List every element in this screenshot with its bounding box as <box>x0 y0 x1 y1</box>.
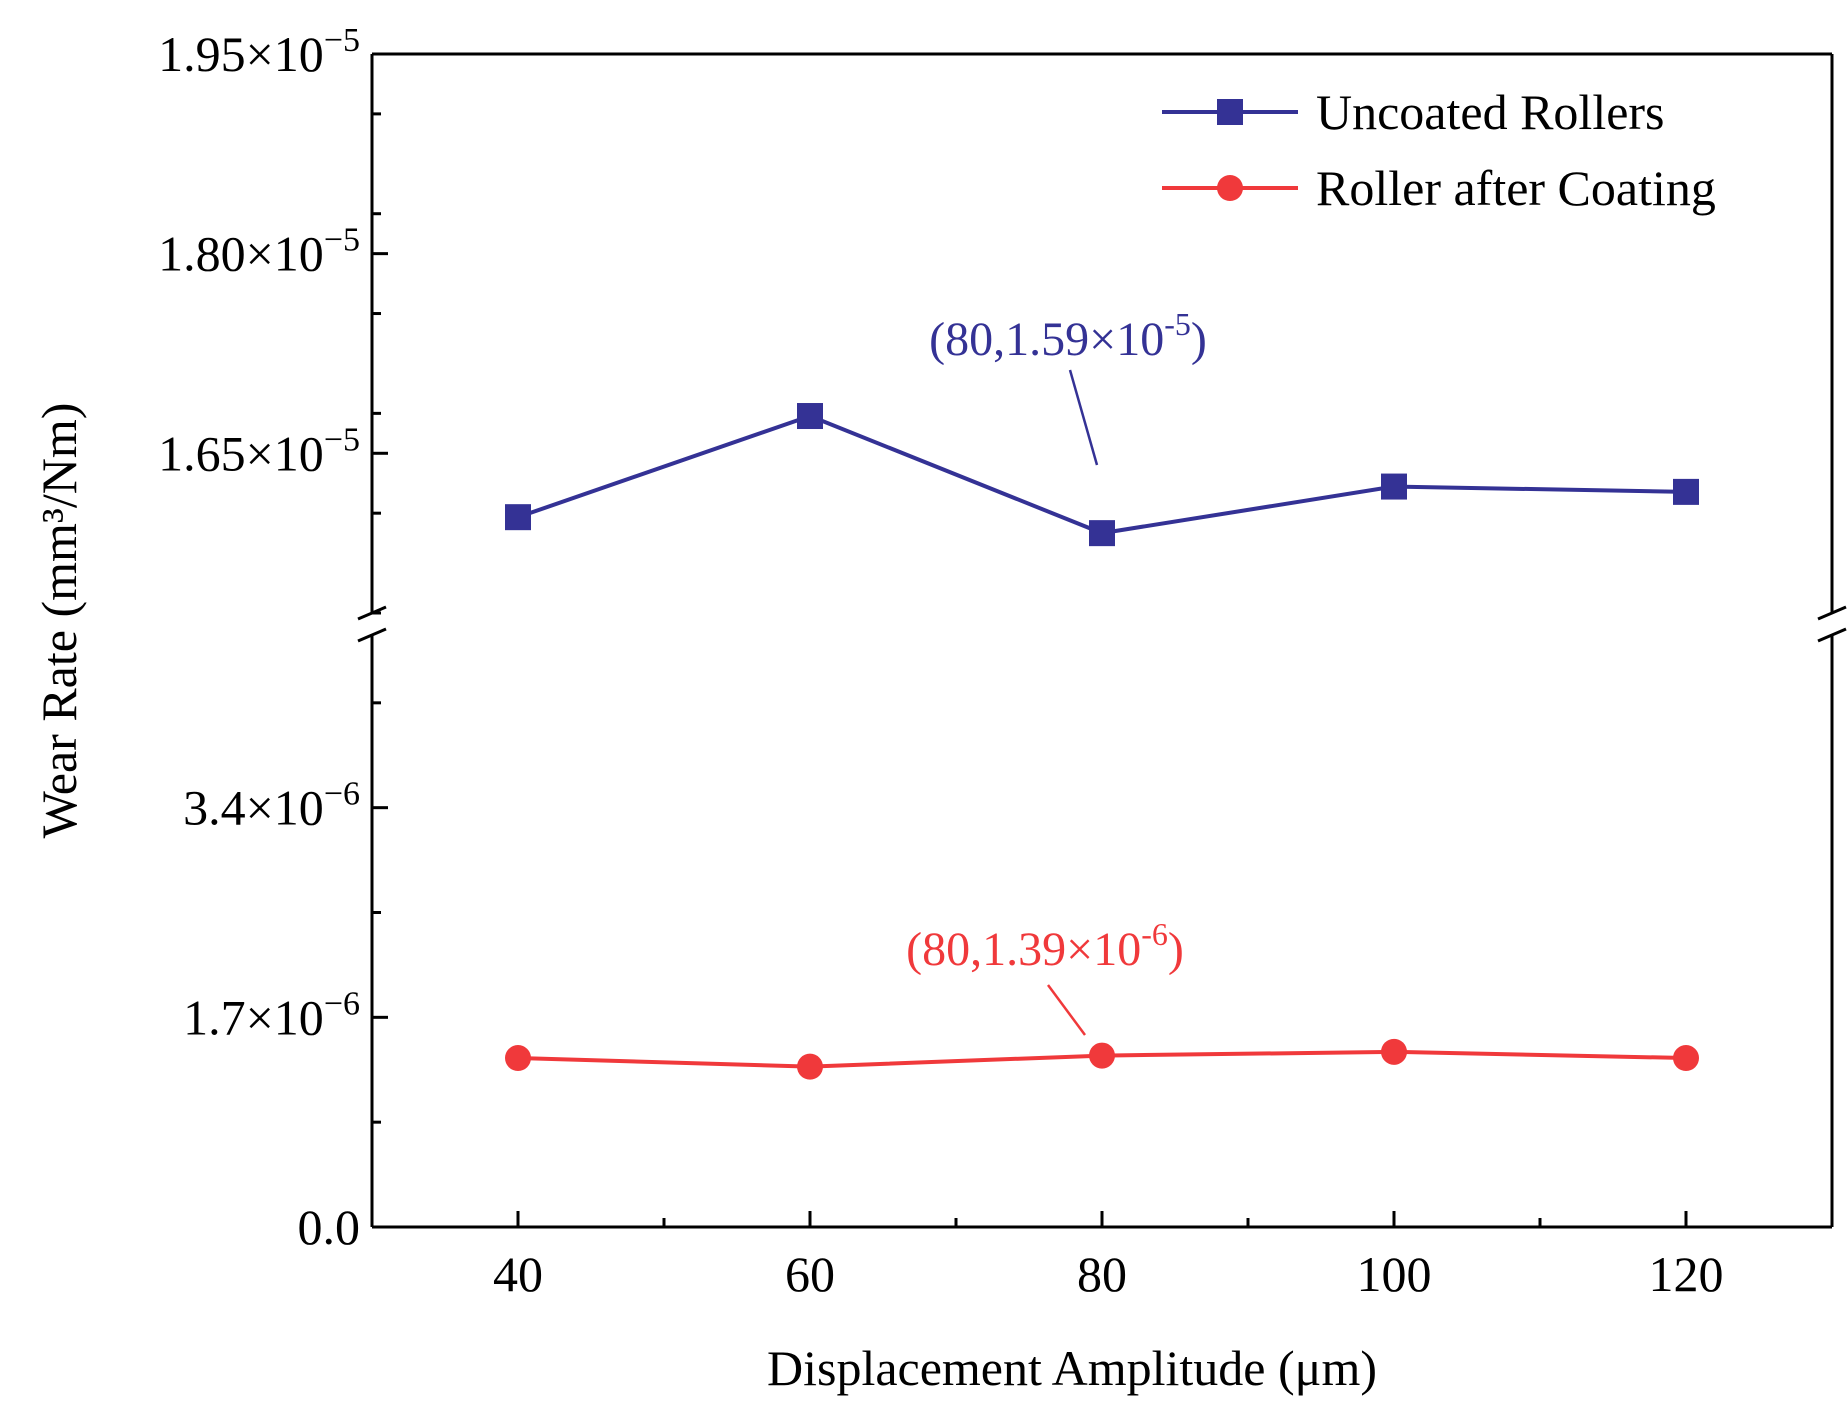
data-point-coated <box>1673 1045 1699 1072</box>
series-line-0 <box>517 413 1687 536</box>
x-tick-label: 60 <box>785 1246 835 1302</box>
axis-break-mark <box>357 627 387 643</box>
series-layer <box>505 403 1699 1080</box>
annotation-leader <box>1068 369 1099 466</box>
y-upper-tick-label: 1.95×10−5 <box>158 22 360 82</box>
data-point-coated <box>1089 1042 1115 1069</box>
y-axis-title: Wear Rate (mm³/Nm) <box>31 403 87 839</box>
y-upper-tick-label: 1.80×10−5 <box>158 222 360 282</box>
legend-marker-square <box>1217 99 1243 125</box>
data-point-uncoated <box>1381 473 1407 500</box>
x-axis-title: Displacement Amplitude (μm) <box>767 1340 1377 1396</box>
legend-marker-circle <box>1217 175 1243 201</box>
y-lower-tick-label: 3.4×10−6 <box>183 776 360 836</box>
annotations: (80,1.59×10-5) (80,1.39×10-6) <box>906 306 1207 1036</box>
legend-label: Roller after Coating <box>1316 160 1716 216</box>
data-point-coated <box>1381 1038 1407 1065</box>
data-point-uncoated <box>1673 478 1699 505</box>
data-point-coated <box>505 1045 531 1072</box>
annotation-label: (80,1.39×10-6) <box>906 916 1184 976</box>
axis-break-mark <box>1817 627 1847 643</box>
data-point-uncoated <box>1089 520 1115 547</box>
axis-break-mark <box>1817 605 1847 621</box>
annotation-label: (80,1.59×10-5) <box>929 306 1207 366</box>
x-tick-label: 40 <box>493 1246 543 1302</box>
legend: Uncoated Rollers Roller after Coating <box>1162 84 1716 216</box>
annotation-leader <box>1046 984 1087 1036</box>
data-point-uncoated <box>505 504 531 531</box>
data-point-coated <box>797 1053 823 1080</box>
legend-label: Uncoated Rollers <box>1316 84 1665 140</box>
axes: 40 60 80 100 120 1.65×10−5 1.80×10−5 1.95×10−5 0… <box>31 22 1847 1396</box>
y-upper-tick-label: 1.65×10−5 <box>158 421 360 481</box>
x-tick-label: 100 <box>1357 1246 1432 1302</box>
y-lower-tick-label: 0.0 <box>298 1199 361 1255</box>
x-tick-label: 120 <box>1649 1246 1724 1302</box>
data-point-uncoated <box>797 403 823 430</box>
x-tick-label: 80 <box>1077 1246 1127 1302</box>
y-lower-tick-label: 1.7×10−6 <box>183 985 360 1045</box>
